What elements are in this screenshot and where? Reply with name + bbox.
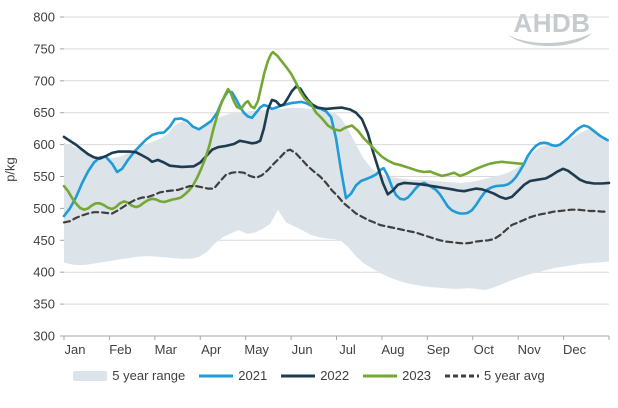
x-axis-label: Dec [563, 342, 587, 357]
x-axis-label: Feb [109, 342, 131, 357]
legend-band-swatch [73, 370, 108, 381]
legend-item-2023: 2023 [363, 368, 431, 383]
series-line-5-year-avg [62, 148, 609, 245]
ahdb-logo: AHDB [504, 10, 600, 52]
legend-line-swatch [199, 374, 234, 377]
legend-item-5-year-range: 5 year range [73, 368, 185, 383]
legend-item-2021: 2021 [199, 368, 267, 383]
x-axis-label: Oct [474, 342, 495, 357]
legend-label: 2022 [320, 368, 350, 383]
legend-line-swatch [363, 374, 398, 377]
y-axis-label: 750 [33, 41, 55, 56]
legend-item-5-year-avg: 5 year avg [445, 368, 545, 383]
x-axis-label: Jul [339, 342, 356, 357]
x-axis-label: Nov [518, 342, 542, 357]
y-axis-label: 600 [33, 137, 55, 152]
y-axis-label: 550 [33, 169, 55, 184]
y-axis-label: 650 [33, 105, 55, 120]
x-axis-label: Sep [427, 342, 450, 357]
legend-line-swatch [445, 374, 480, 377]
series-line-2022 [62, 85, 611, 201]
y-axis-label: 350 [33, 297, 55, 312]
x-axis-label: Apr [201, 342, 222, 357]
legend-item-2022: 2022 [281, 368, 349, 383]
legend-label: 2023 [402, 368, 432, 383]
x-axis-label: Aug [381, 342, 404, 357]
legend-label: 2021 [238, 368, 268, 383]
x-axis-label: Mar [155, 342, 178, 357]
chart-legend: 5 year range 2021 2022 2023 5 year avg [0, 368, 618, 383]
x-axis-label: Jun [292, 342, 313, 357]
y-axis-label: 500 [33, 201, 55, 216]
legend-line-swatch [281, 374, 316, 377]
price-chart: 300 350 400 450 500 550 600 650 700 750 800 Jan Feb M… [33, 10, 611, 357]
five-year-range-band [64, 107, 609, 291]
x-axis-label: Jan [65, 342, 86, 357]
legend-label: 5 year avg [484, 368, 545, 383]
y-axis-label: 400 [33, 265, 55, 280]
series-line-2023 [62, 50, 525, 211]
ahdb-logo-swoosh-icon [508, 33, 592, 47]
y-axis-title: p/kg [2, 157, 18, 182]
y-axis-label: 800 [33, 10, 55, 25]
y-axis-label: 450 [33, 233, 55, 248]
series-line-2021 [62, 89, 609, 218]
y-axis-label: 700 [33, 73, 55, 88]
x-axis-label: May [244, 342, 269, 357]
legend-label: 5 year range [112, 368, 186, 383]
ahdb-logo-text: AHDB [513, 8, 591, 38]
y-axis-label: 300 [33, 329, 55, 344]
